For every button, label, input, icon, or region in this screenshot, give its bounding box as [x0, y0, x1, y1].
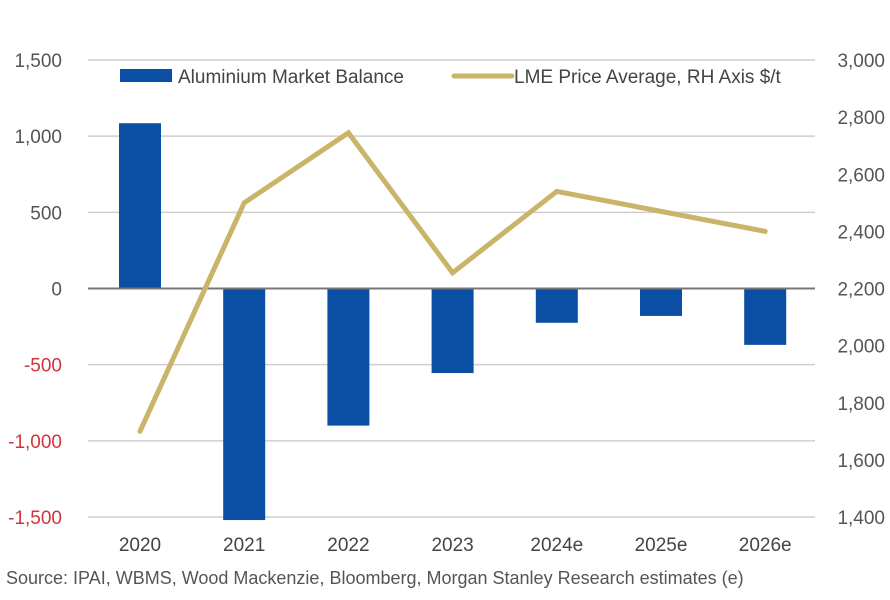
right-tick-label: 2,600 [837, 165, 885, 186]
source-note: Source: IPAI, WBMS, Wood Mackenzie, Bloo… [6, 568, 744, 588]
right-tick-label: 2,400 [837, 222, 885, 243]
right-tick-label: 2,200 [837, 280, 885, 301]
right-tick-label: 2,800 [837, 108, 885, 129]
bar-2020 [119, 123, 161, 289]
right-tick-label: 1,400 [837, 508, 885, 529]
bar-series [119, 123, 787, 521]
bar-2023 [431, 288, 474, 374]
left-tick-label: 1,500 [14, 51, 62, 72]
line-series [137, 129, 768, 434]
gridlines [88, 59, 815, 518]
left-tick-label: 500 [30, 203, 62, 224]
left-axis: 1,500 1,000 500 0 -500 -1,000 -1,500 [8, 51, 62, 529]
legend: Aluminium Market Balance LME Price Avera… [120, 67, 782, 88]
x-tick-label: 2022 [327, 535, 369, 556]
bar-2026e [744, 288, 787, 345]
right-tick-label: 3,000 [837, 51, 885, 72]
lme-price-line [137, 129, 768, 434]
left-tick-label: -500 [24, 356, 62, 377]
x-tick-label: 2024e [530, 535, 583, 556]
legend-label-line: LME Price Average, RH Axis $/t [514, 67, 782, 88]
left-tick-label: 1,000 [14, 127, 62, 148]
bar-2021 [223, 288, 266, 521]
x-tick-label: 2021 [223, 535, 265, 556]
bar-2024e [535, 288, 578, 323]
right-tick-label: 2,000 [837, 337, 885, 358]
left-tick-label: 0 [51, 280, 62, 301]
x-tick-label: 2026e [739, 535, 792, 556]
x-tick-label: 2023 [431, 535, 473, 556]
left-tick-label: -1,500 [8, 508, 62, 529]
x-tick-label: 2020 [119, 535, 161, 556]
bar-2022 [327, 288, 370, 426]
left-tick-label: -1,000 [8, 432, 62, 453]
x-axis: 2020 2021 2022 2023 2024e 2025e 2026e [119, 535, 792, 556]
right-tick-label: 1,600 [837, 451, 885, 472]
legend-swatch-bar [120, 69, 172, 82]
right-axis: 3,000 2,800 2,600 2,400 2,200 2,000 1,800 1,600… [837, 51, 885, 529]
legend-label-bar: Aluminium Market Balance [178, 67, 404, 88]
x-tick-label: 2025e [635, 535, 688, 556]
right-tick-label: 1,800 [837, 394, 885, 415]
chart: 1,500 1,000 500 0 -500 -1,000 -1,500 3,000 2,80… [8, 51, 885, 556]
bar-2025e [640, 288, 682, 316]
